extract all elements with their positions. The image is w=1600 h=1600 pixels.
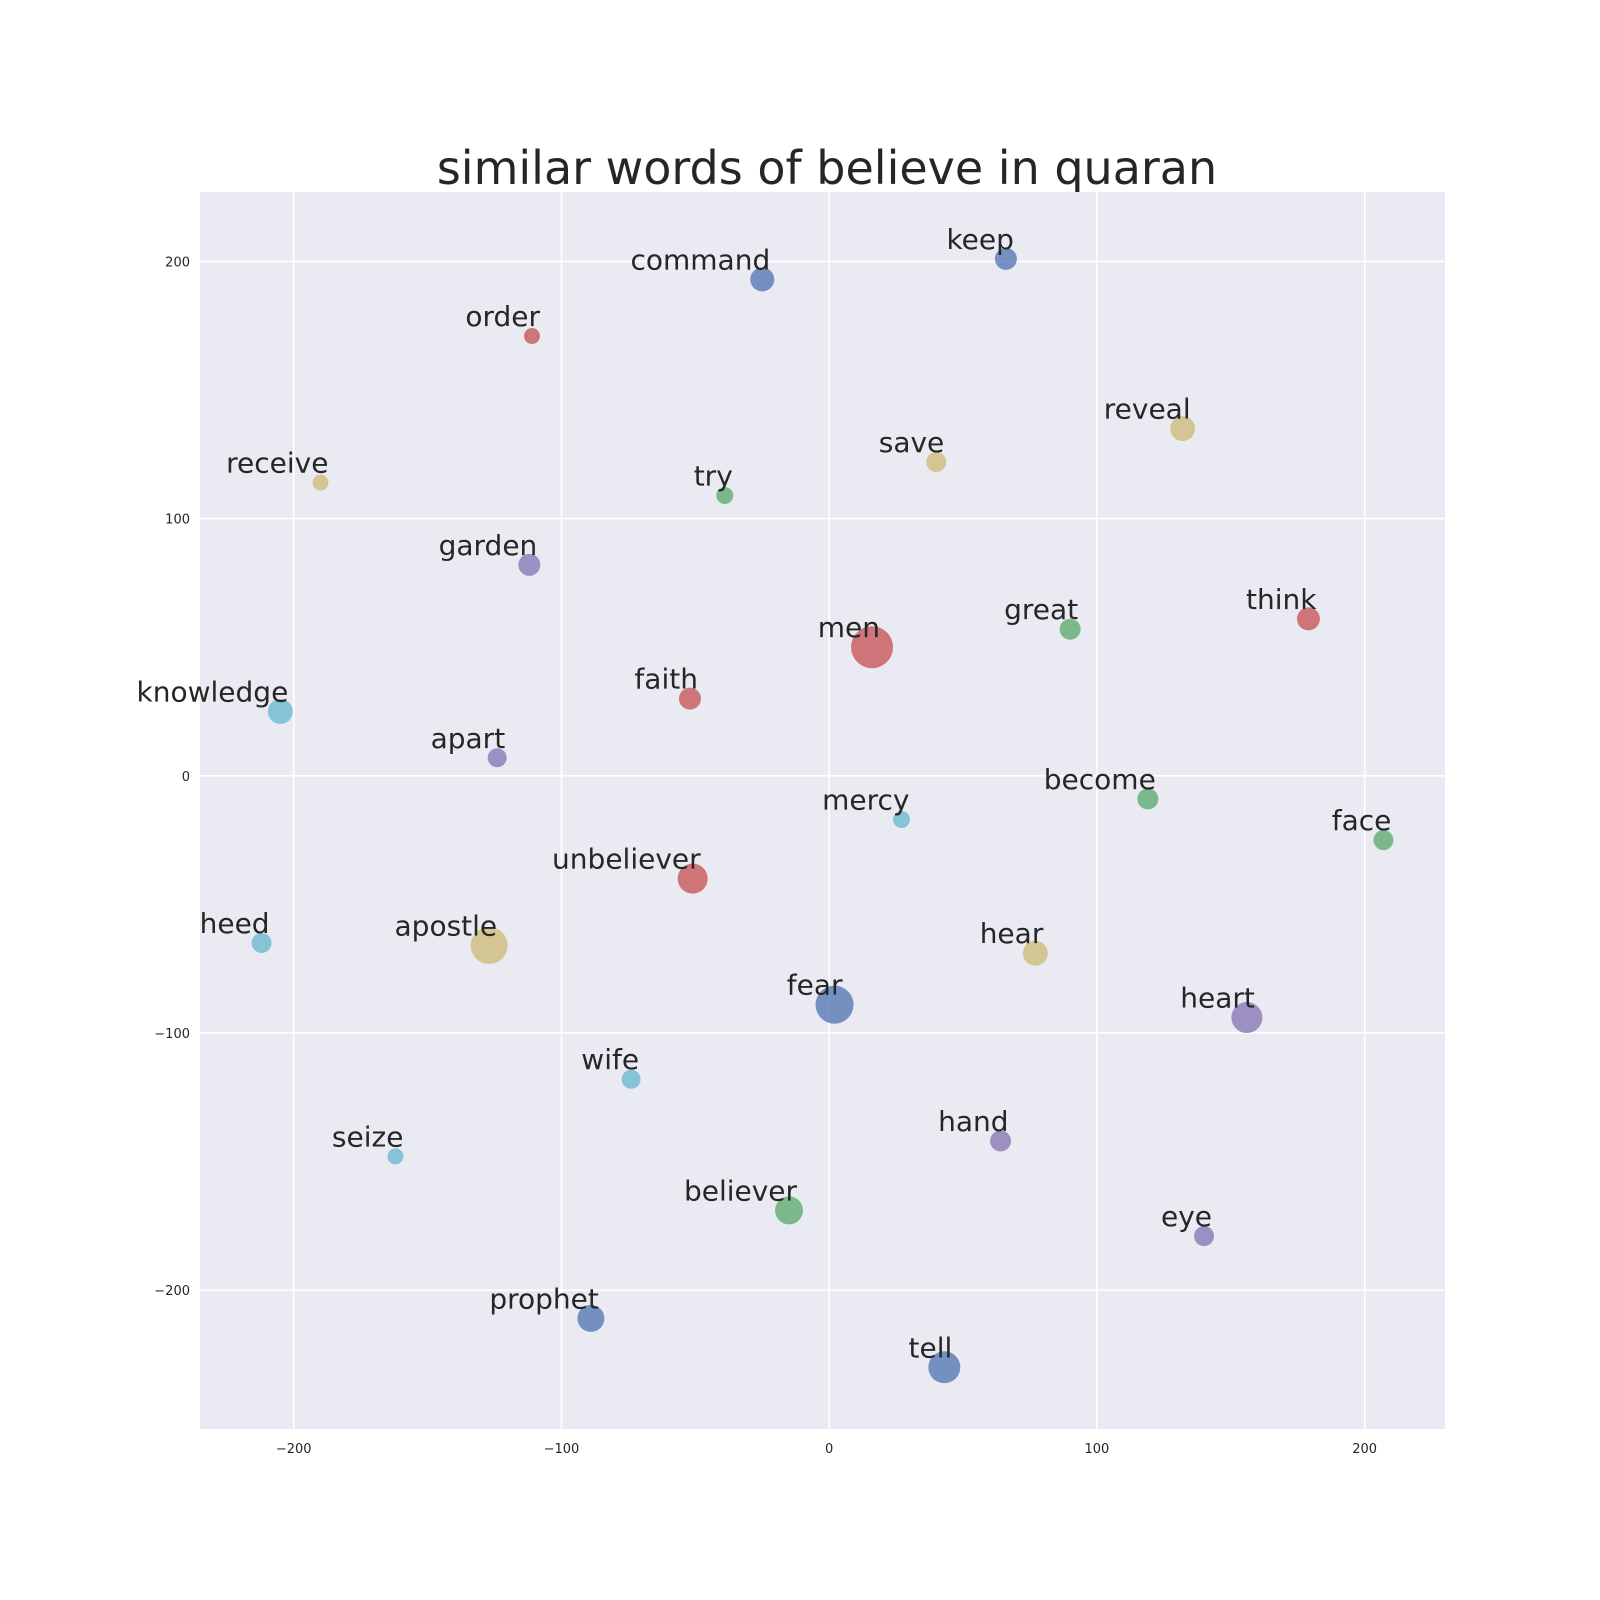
label-mercy: mercy [822,784,909,817]
point-apostle [470,927,508,965]
gridlines [200,192,1445,1429]
label-knowledge: knowledge [137,675,289,708]
plot-area [200,192,1445,1429]
label-order: order [465,300,540,333]
x-tick-label: −200 [276,1442,312,1457]
label-face: face [1332,804,1392,837]
point-become [1137,788,1159,810]
point-knowledge [267,698,293,724]
point-faith [678,687,701,710]
point-heed [251,932,272,953]
point-believer [775,1196,804,1225]
label-apostle: apostle [395,910,498,943]
point-men [851,626,894,669]
point-mercy [892,811,910,829]
point-labels: command keep order reveal save receive try gard… [137,223,1392,1364]
label-keep: keep [946,223,1013,256]
label-faith: faith [634,663,698,696]
point-order [524,328,540,345]
label-hear: hear [980,917,1044,950]
label-fear: fear [787,969,843,1002]
point-try [716,486,734,504]
label-apart: apart [431,722,506,755]
point-tell [928,1351,961,1384]
label-men: men [818,611,880,644]
point-receive [312,474,329,491]
label-believer: believer [684,1174,798,1207]
label-hand: hand [938,1105,1008,1138]
label-become: become [1044,763,1156,796]
label-tell: tell [909,1331,953,1364]
x-tick-label: 0 [825,1442,833,1457]
label-heed: heed [200,907,270,940]
point-prophet [577,1304,605,1332]
x-tick-label: −100 [544,1442,580,1457]
point-apart [487,748,507,768]
point-think [1296,607,1320,631]
label-great: great [1004,593,1078,626]
point-wife [621,1069,641,1089]
label-save: save [879,426,945,459]
x-tick-label: 200 [1352,1442,1377,1457]
label-garden: garden [439,529,538,562]
label-eye: eye [1161,1200,1212,1233]
point-keep [994,247,1017,270]
point-save [926,452,947,473]
x-tick-label: 100 [1085,1442,1110,1457]
y-tick-label: 100 [165,513,190,528]
point-seize [387,1148,404,1165]
label-wife: wife [581,1043,639,1076]
y-tick-label: −100 [154,1027,190,1042]
y-tick-label: −200 [154,1284,190,1299]
point-great [1059,618,1081,640]
point-hand [990,1130,1012,1152]
label-prophet: prophet [489,1282,599,1315]
label-try: try [694,459,733,492]
point-hear [1022,940,1048,966]
point-garden [518,553,541,576]
y-tick-label: 200 [165,255,190,270]
point-fear [815,985,854,1024]
y-axis-ticks: 200 100 0 −100 −200 [154,255,190,1299]
point-heart [1231,1002,1263,1034]
point-reveal [1170,416,1196,442]
point-unbeliever [677,863,708,894]
data-points [251,247,1394,1384]
label-seize: seize [332,1120,404,1153]
point-eye [1194,1226,1215,1247]
chart-title: similar words of believe in quaran [437,141,1217,195]
point-face [1373,830,1394,851]
x-axis-ticks: −200 −100 0 100 200 [276,1442,1377,1457]
label-heart: heart [1180,982,1255,1015]
label-unbeliever: unbeliever [552,843,701,876]
label-think: think [1246,583,1317,616]
label-command: command [630,243,770,276]
label-receive: receive [226,447,328,480]
label-reveal: reveal [1104,393,1191,426]
y-tick-label: 0 [182,770,190,785]
point-command [750,267,775,292]
